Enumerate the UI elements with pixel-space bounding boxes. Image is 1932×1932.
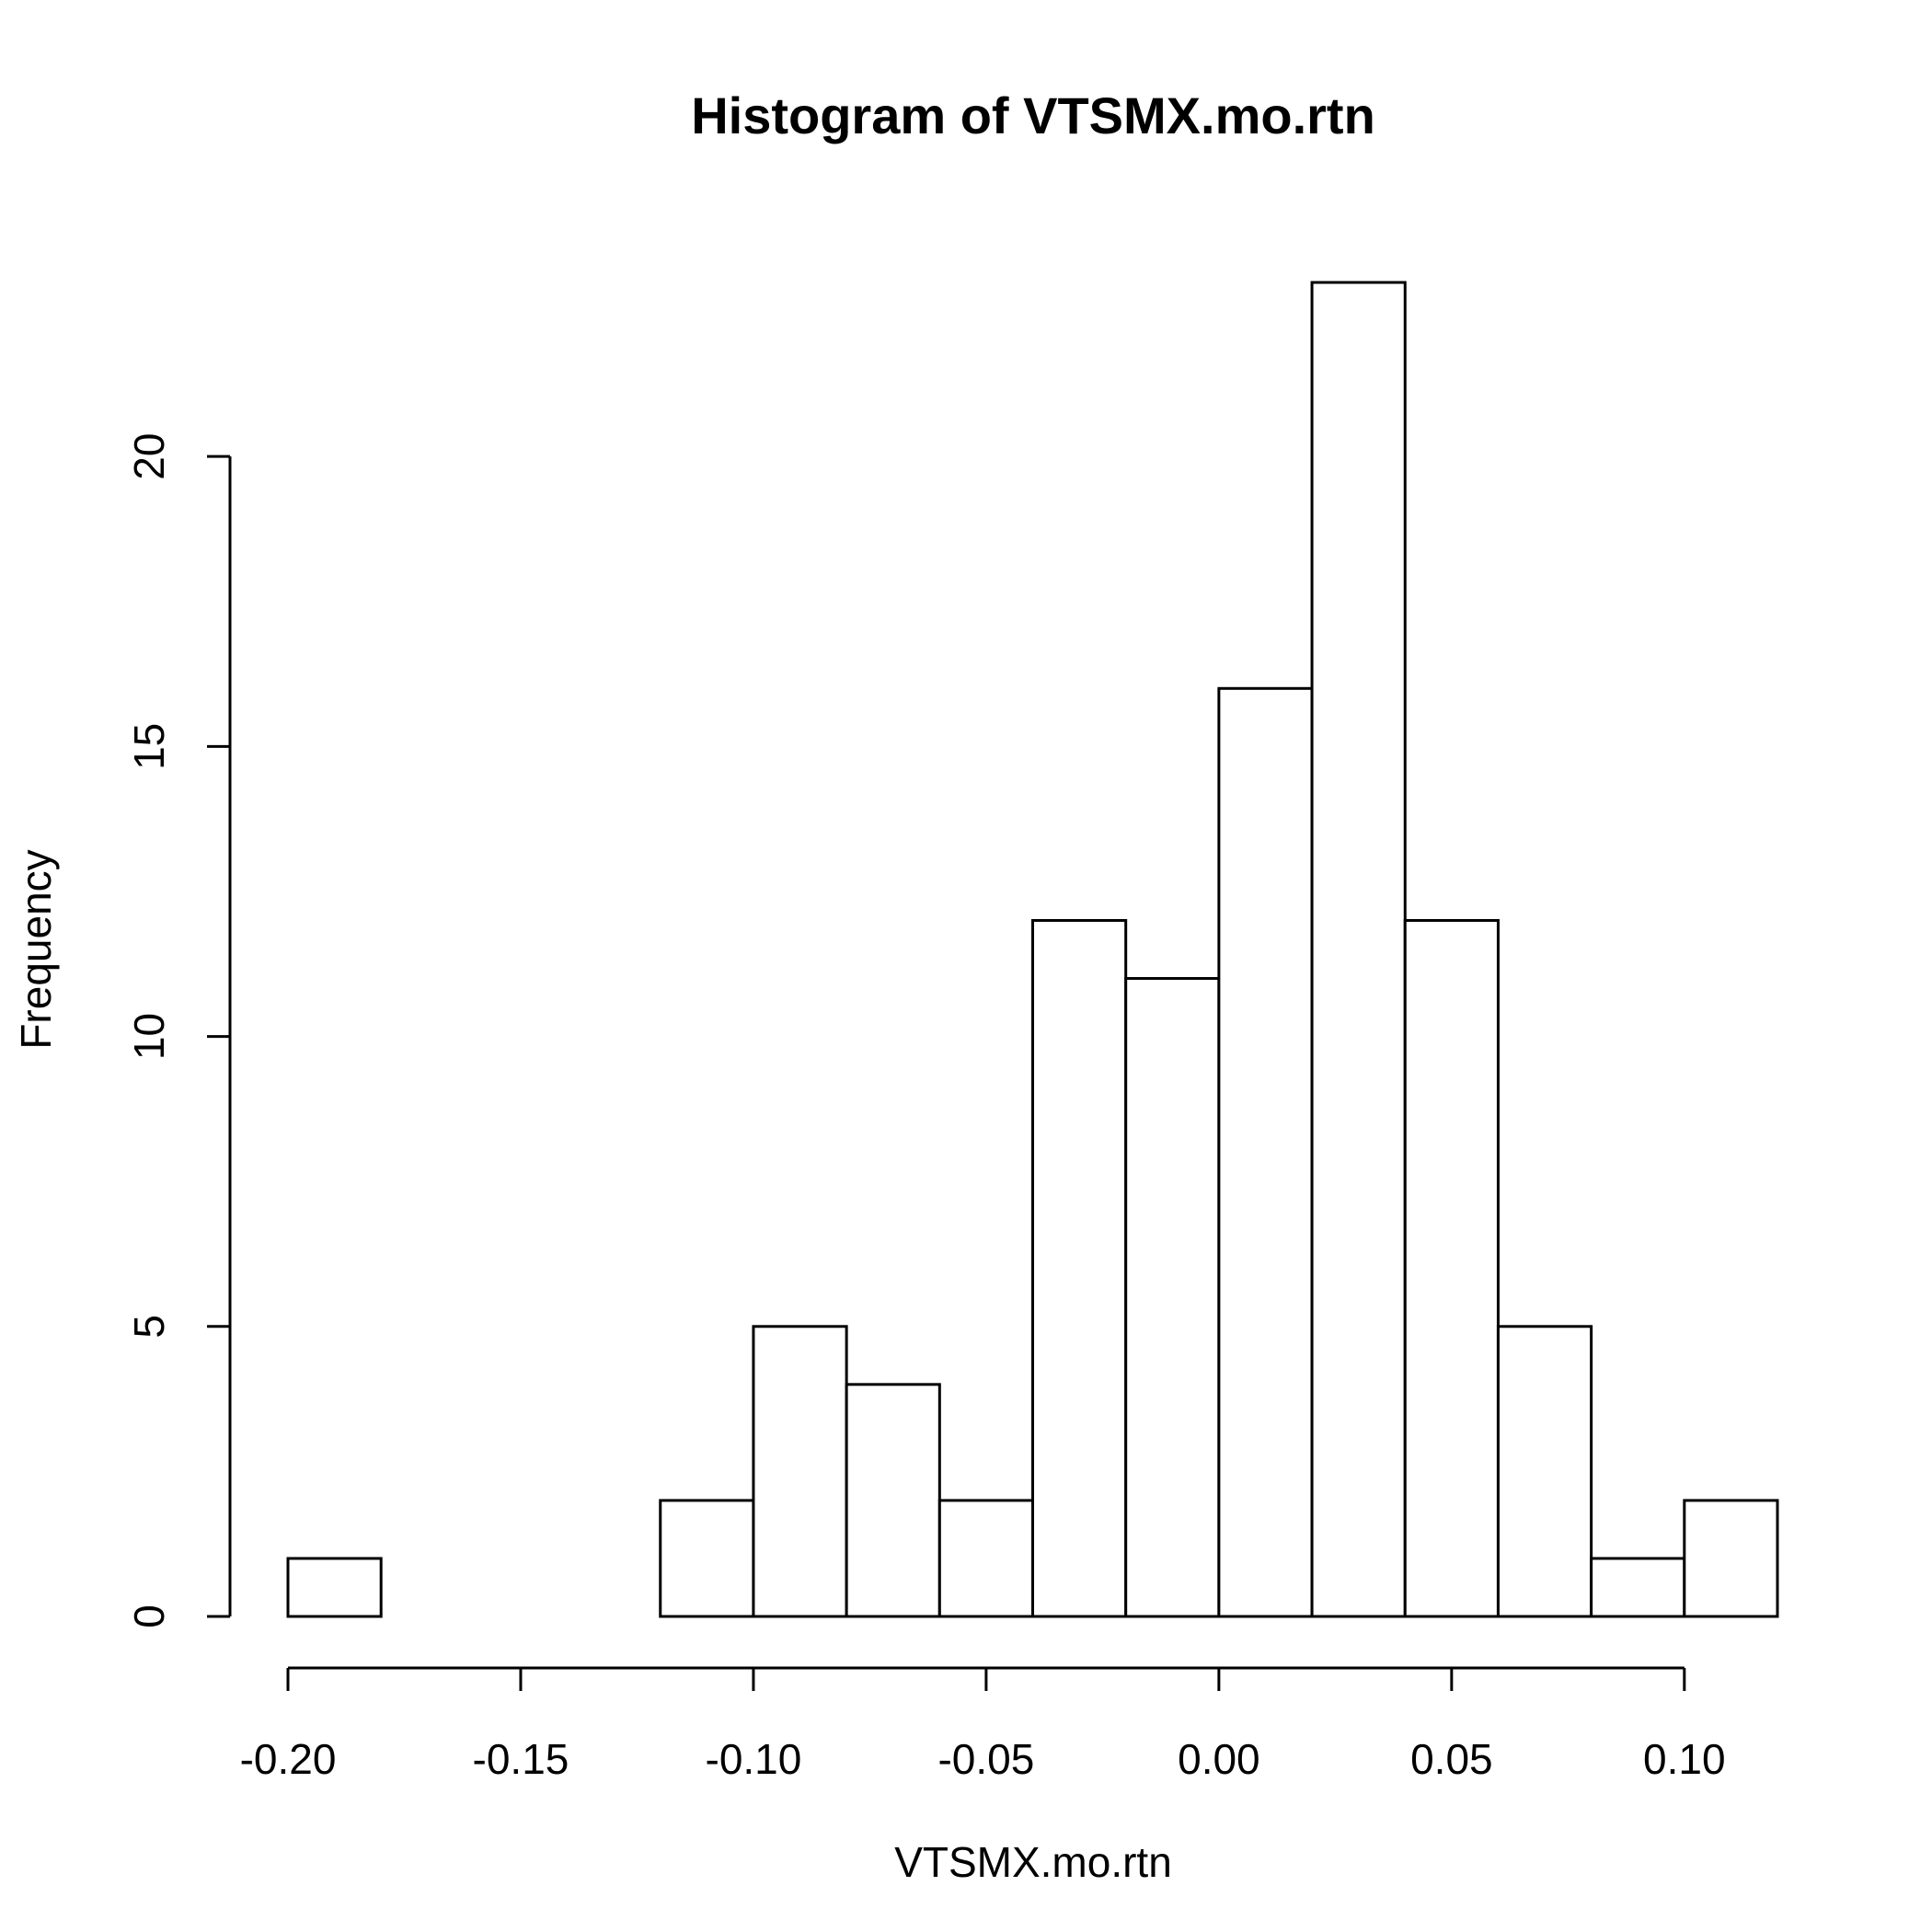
histogram-bar (1496, 1325, 1593, 1618)
x-tick-label: -0.10 (706, 1735, 802, 1783)
y-tick-label: 15 (125, 723, 173, 770)
bars-group (286, 281, 1779, 1618)
x-tick-label: -0.15 (473, 1735, 569, 1783)
y-tick-label: 0 (125, 1604, 173, 1628)
x-tick-label: 0.10 (1643, 1735, 1726, 1783)
histogram-bar (752, 1325, 848, 1618)
x-axis: -0.20 -0.15 -0.10 -0.05 0.00 0.05 0.10 (240, 1666, 1726, 1783)
y-axis-label: Frequency (12, 849, 60, 1049)
histogram-bar (1217, 686, 1314, 1618)
histogram-bar (845, 1383, 941, 1618)
histogram-bar (1124, 977, 1221, 1618)
x-tick-label: 0.05 (1410, 1735, 1493, 1783)
x-tick-label: -0.05 (937, 1735, 1034, 1783)
histogram-bar (1683, 1499, 1779, 1618)
x-axis-label: VTSMX.mo.rtn (894, 1838, 1172, 1886)
x-tick-label: 0.00 (1178, 1735, 1260, 1783)
chart-title: Histogram of VTSMX.mo.rtn (691, 86, 1375, 144)
histogram-bar (1031, 918, 1128, 1618)
histogram-bar (937, 1499, 1034, 1618)
histogram-bar (659, 1499, 755, 1618)
histogram-bar (1403, 918, 1500, 1618)
histogram-bar (1590, 1557, 1686, 1618)
histogram-bar (1310, 281, 1407, 1618)
y-tick-label: 20 (125, 433, 173, 480)
y-tick-label: 10 (125, 1013, 173, 1060)
x-tick-label: -0.20 (240, 1735, 337, 1783)
y-tick-label: 5 (125, 1315, 173, 1339)
histogram-bar (286, 1557, 383, 1618)
y-axis: 0 5 10 15 20 (125, 433, 232, 1628)
